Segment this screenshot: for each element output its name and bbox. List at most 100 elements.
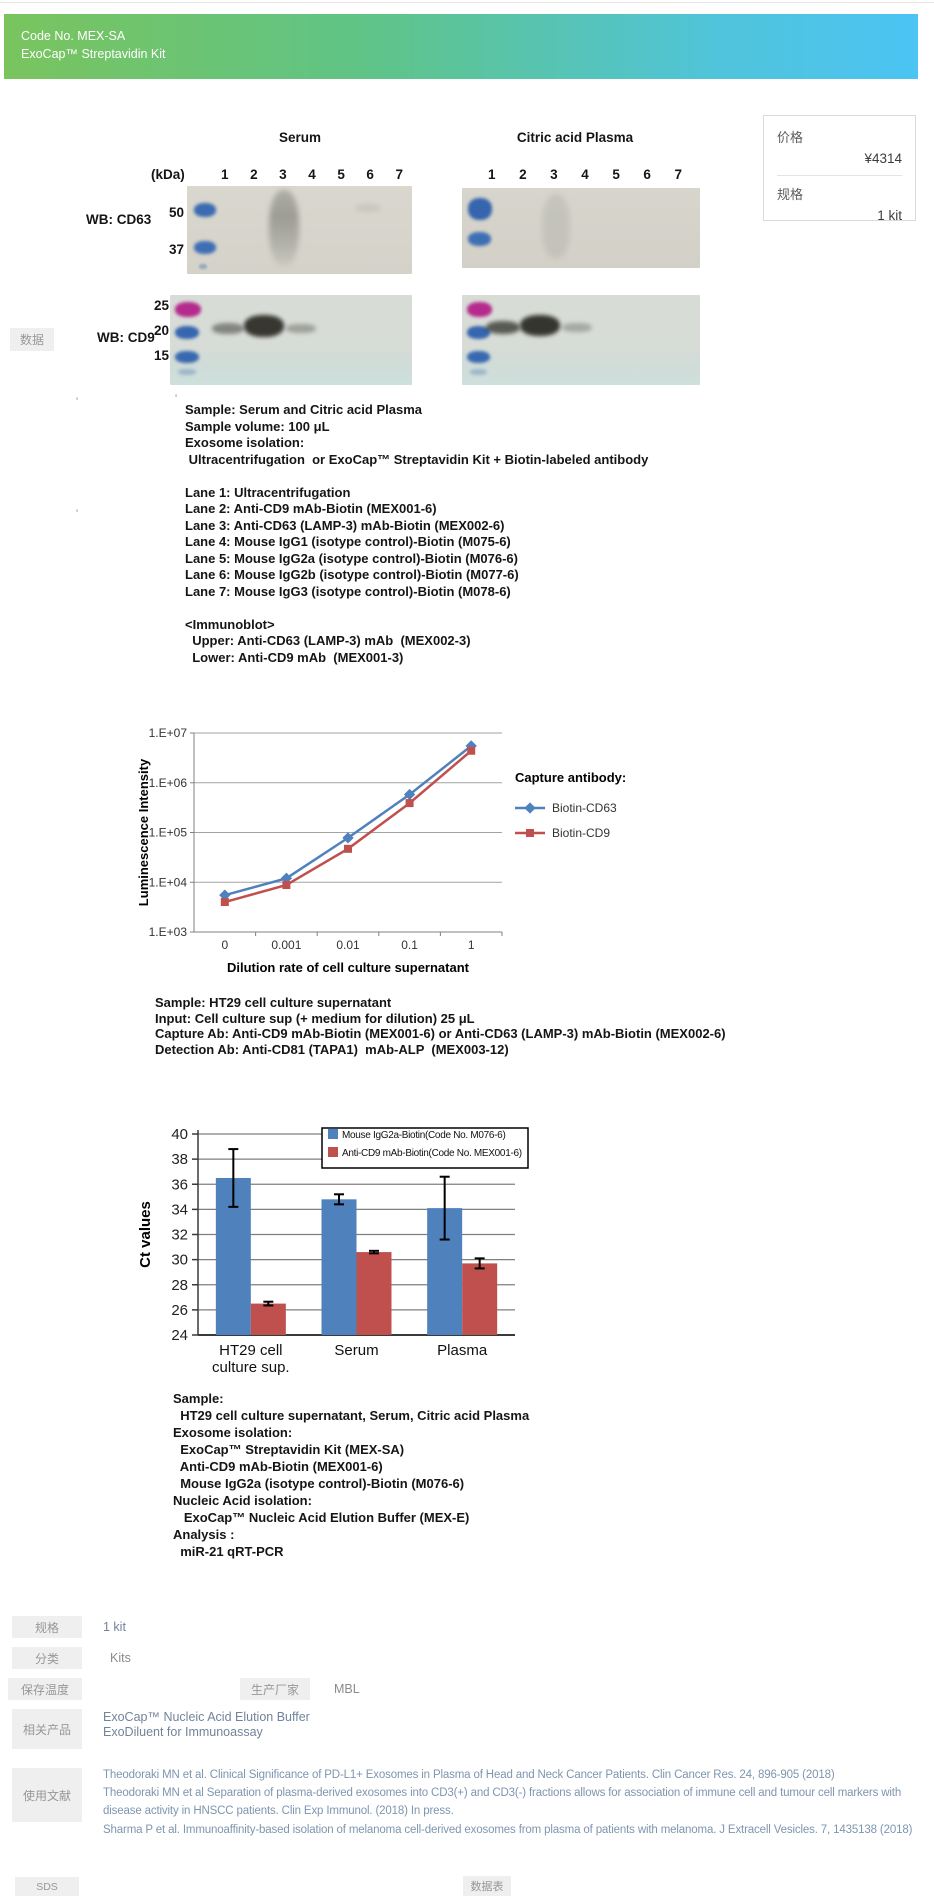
cd9-band-lane1: [212, 323, 244, 334]
note-line: ExoCap™ Nucleic Acid Elution Buffer (MEX…: [173, 1510, 470, 1525]
marker-band: [199, 264, 207, 269]
marker-band: [175, 351, 199, 363]
reference-item[interactable]: Theodoraki MN et al. Clinical Significan…: [103, 1769, 835, 1781]
svg-text:32: 32: [171, 1227, 188, 1244]
spec-row-value: 1 kit: [103, 1620, 126, 1634]
related-product-link[interactable]: ExoDiluent for Immunoassay: [103, 1724, 263, 1739]
mw-37: 37: [168, 242, 184, 257]
manufacturer-label: 生产厂家: [240, 1678, 310, 1700]
lane-number: 6: [366, 167, 374, 182]
svg-text:HT29 cell: HT29 cell: [219, 1342, 282, 1359]
note-line: Lane 1: Ultracentrifugation: [185, 484, 351, 500]
sds-button[interactable]: SDS: [15, 1877, 79, 1896]
cd9-band-lane2: [244, 315, 284, 337]
svg-text:Plasma: Plasma: [437, 1342, 488, 1359]
elisa-notes: Sample: HT29 cell culture supernatant Inp…: [155, 995, 726, 1057]
marker-band: [467, 302, 492, 317]
lane-number: 6: [643, 167, 651, 182]
wb-cd63-plasma-blot-image: [462, 188, 700, 268]
stray-mark: ': [76, 508, 79, 520]
related-products: ExoCap™ Nucleic Acid Elution Buffer ExoD…: [103, 1710, 310, 1739]
note-line: Capture Ab: Anti-CD9 mAb-Biotin (MEX001-…: [155, 1026, 726, 1041]
price-value: ¥4314: [864, 151, 902, 166]
svg-text:24: 24: [171, 1327, 188, 1344]
svg-text:38: 38: [171, 1151, 188, 1168]
note-line: Lane 4: Mouse IgG1 (isotype control)-Bio…: [185, 534, 511, 549]
lane-number: 1: [488, 167, 496, 182]
marker-band: [194, 203, 216, 217]
line-chart: 1.E+03 1.E+04 1.E+05 1.E+06 1.E+07 0 0.001 0.01…: [136, 726, 626, 975]
note-line: Detection Ab: Anti-CD81 (TAPA1) mAb-ALP …: [155, 1041, 509, 1057]
note-line: Lane 3: Anti-CD63 (LAMP-3) mAb-Biotin (M…: [185, 517, 505, 533]
svg-text:Biotin-CD9: Biotin-CD9: [552, 826, 610, 840]
data-tab[interactable]: 数据: [10, 328, 54, 351]
product-code: Code No. MEX-SA: [21, 29, 126, 43]
note-line: Anti-CD9 mAb-Biotin (MEX001-6): [173, 1459, 383, 1474]
svg-text:1.E+04: 1.E+04: [149, 875, 188, 889]
stray-mark: ': [175, 393, 178, 405]
related-product-link[interactable]: ExoCap™ Nucleic Acid Elution Buffer: [103, 1710, 310, 1724]
svg-text:Serum: Serum: [334, 1342, 378, 1359]
lane-number: 3: [279, 167, 287, 182]
price-label: 价格: [777, 130, 804, 145]
note-line: Upper: Anti-CD63 (LAMP-3) mAb (MEX002-3): [185, 633, 471, 648]
wb-kda-label: (kDa): [151, 167, 185, 182]
wb-serum-title: Serum: [278, 130, 322, 145]
price-box: 价格 ¥4314 规格 1 kit: [763, 115, 916, 223]
lane-number: 1: [221, 167, 229, 182]
note-line: Mouse IgG2a (isotype control)-Biotin (M0…: [173, 1476, 465, 1491]
svg-text:0.01: 0.01: [336, 938, 360, 952]
reference-item[interactable]: Sharma P et al. Immunoaffinity-based iso…: [103, 1823, 913, 1836]
cd9-band-lane2: [520, 315, 560, 336]
note-line: Lane 2: Anti-CD9 mAb-Biotin (MEX001-6): [185, 501, 437, 516]
stray-mark: ': [76, 396, 79, 408]
cd9-band-lane1: [486, 321, 520, 334]
size-label: 规格: [777, 187, 804, 202]
svg-text:0: 0: [221, 938, 228, 952]
marker-band: [467, 326, 490, 339]
svg-text:40: 40: [171, 1126, 188, 1143]
lane-number: 7: [674, 167, 682, 182]
note-line: Analysis :: [173, 1527, 235, 1542]
datasheet-button[interactable]: 数据表: [463, 1876, 511, 1896]
svg-text:Dilution rate of cell culture: Dilution rate of cell culture supernatan…: [227, 960, 470, 975]
wb-cd9-label: WB: CD9: [97, 330, 155, 345]
svg-text:Anti-CD9 mAb-Biotin(Code No. M: Anti-CD9 mAb-Biotin(Code No. MEX001-6): [342, 1148, 522, 1159]
wb-cd63-label: WB: CD63: [86, 212, 152, 227]
note-line: Sample:: [173, 1391, 224, 1406]
svg-text:0.001: 0.001: [271, 938, 301, 952]
svg-text:26: 26: [171, 1302, 188, 1319]
note-line: Sample: HT29 cell culture supernatant: [155, 995, 392, 1010]
note-line: [185, 600, 648, 617]
qpcr-notes: Sample: HT29 cell culture supernatant, S…: [173, 1390, 529, 1560]
note-line: Input: Cell culture sup (+ medium for di…: [155, 1010, 475, 1026]
faint-band: [355, 204, 381, 212]
svg-text:Ct values: Ct values: [137, 1201, 154, 1268]
marker-band: [175, 302, 201, 317]
svg-text:1.E+06: 1.E+06: [149, 776, 188, 790]
lane-number: 3: [550, 167, 558, 182]
marker-band: [178, 369, 196, 375]
mw-50: 50: [168, 205, 184, 220]
note-line: Sample: Serum and Citric acid Plasma: [185, 402, 422, 417]
marker-band: [468, 232, 491, 246]
svg-text:culture sup.: culture sup.: [212, 1359, 290, 1376]
note-line: Ultracentrifugation or ExoCap™ Streptavi…: [185, 451, 649, 467]
mw-20: 20: [153, 323, 169, 338]
marker-band: [470, 369, 487, 375]
note-line: Nucleic Acid isolation:: [173, 1493, 312, 1508]
note-line: Sample volume: 100 μL: [185, 418, 330, 434]
note-line: HT29 cell culture supernatant, Serum, Ci…: [173, 1408, 530, 1423]
spec-row-label: 规格: [12, 1616, 82, 1638]
wb-cd9-serum-blot-image: [170, 295, 412, 385]
reference-item[interactable]: Theodoraki MN et al Separation of plasma…: [103, 1787, 902, 1818]
cd9-band-lane3: [286, 324, 316, 333]
wb-plasma-lane-numbers: 1 2 3 4 5 6 7: [488, 167, 682, 182]
svg-text:28: 28: [171, 1277, 188, 1294]
storage-row-label: 保存温度: [8, 1678, 82, 1700]
wb-cd63-serum-blot-image: [187, 186, 412, 274]
marker-band: [175, 326, 199, 339]
category-row-label: 分类: [12, 1647, 82, 1669]
